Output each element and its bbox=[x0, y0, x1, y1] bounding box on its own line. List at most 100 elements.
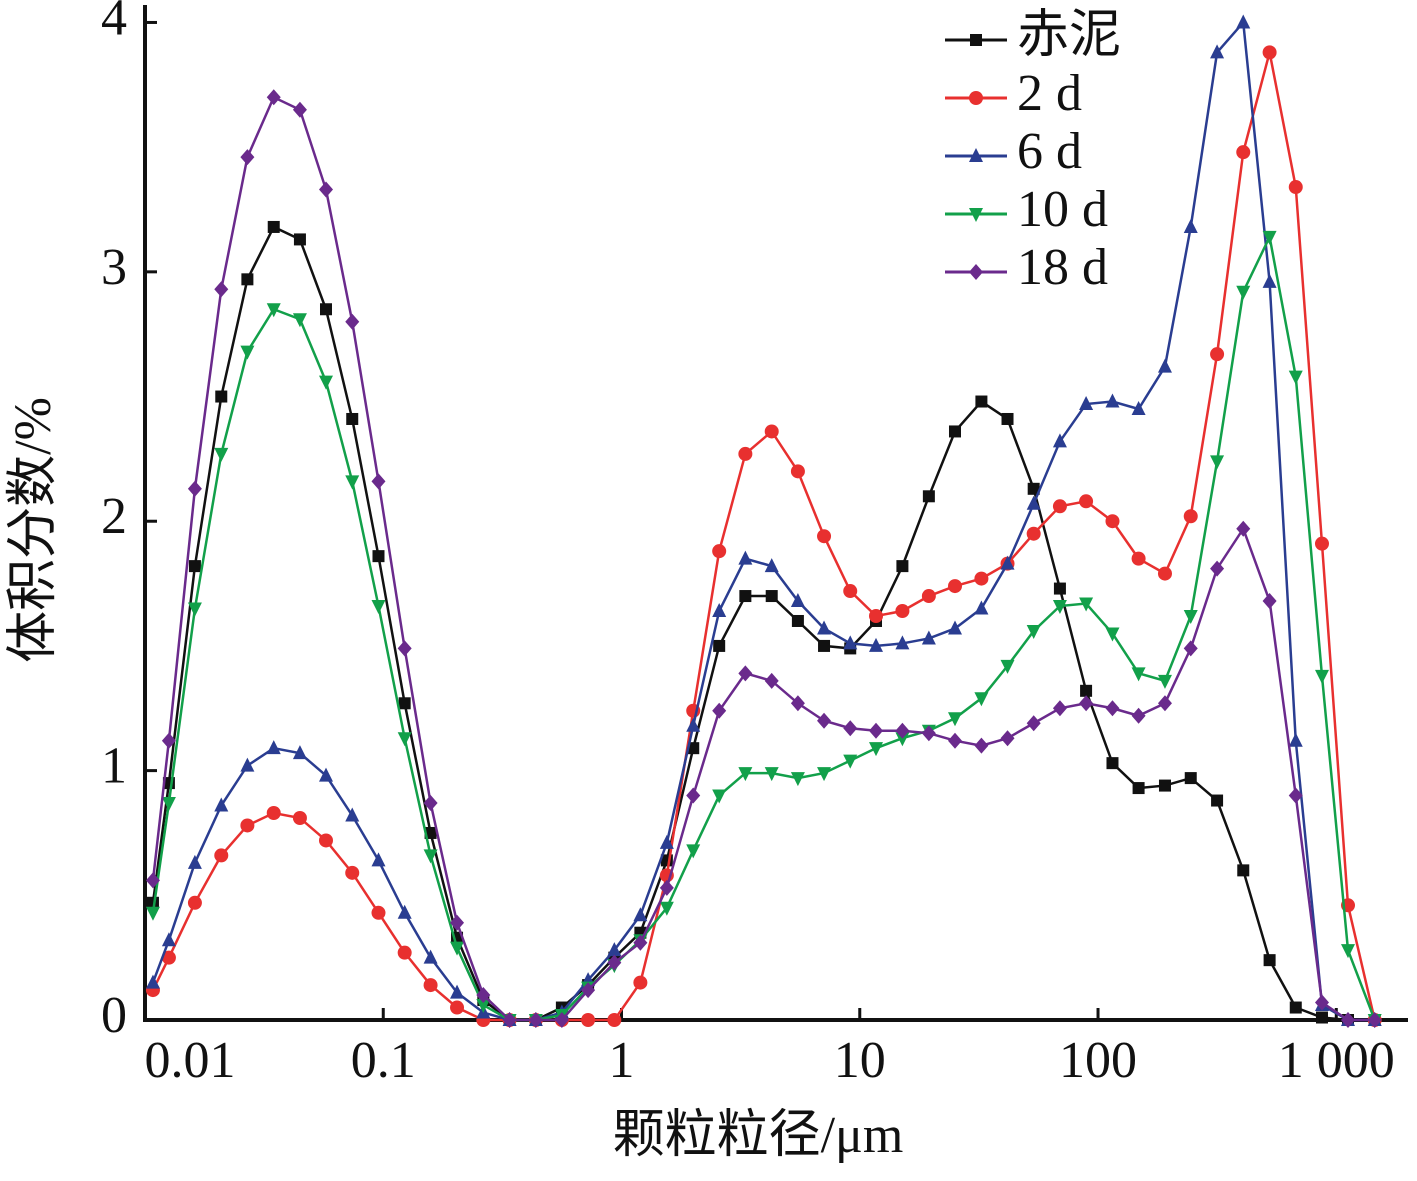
data-point bbox=[450, 984, 465, 999]
legend-marker bbox=[969, 148, 983, 162]
data-point bbox=[266, 89, 281, 106]
data-point bbox=[895, 604, 910, 619]
data-point bbox=[1026, 495, 1041, 510]
data-point bbox=[713, 639, 726, 652]
data-point bbox=[1183, 509, 1198, 524]
data-point bbox=[1131, 551, 1146, 566]
data-point bbox=[187, 602, 202, 617]
x-tick-label: 1 000 bbox=[1278, 1032, 1395, 1089]
data-point bbox=[1262, 230, 1277, 245]
data-point bbox=[214, 281, 229, 298]
data-point bbox=[1052, 499, 1067, 514]
x-tick-label: 1 bbox=[609, 1032, 635, 1089]
data-point bbox=[1210, 44, 1225, 59]
data-point bbox=[921, 589, 936, 604]
data-point bbox=[1158, 779, 1171, 792]
data-point bbox=[1236, 14, 1251, 29]
data-point bbox=[187, 895, 202, 910]
data-point bbox=[633, 934, 648, 951]
axes bbox=[143, 5, 1408, 1022]
data-point bbox=[1052, 433, 1067, 448]
data-point bbox=[1105, 393, 1120, 408]
data-point bbox=[1079, 695, 1094, 712]
data-point bbox=[423, 795, 438, 812]
data-point bbox=[423, 978, 438, 993]
data-point bbox=[1052, 600, 1067, 615]
data-point bbox=[423, 849, 438, 864]
data-point bbox=[450, 1000, 465, 1015]
data-point bbox=[318, 375, 333, 390]
data-point bbox=[1263, 954, 1276, 967]
data-point bbox=[397, 732, 412, 747]
data-point bbox=[1236, 145, 1251, 160]
data-point bbox=[790, 772, 805, 787]
data-point bbox=[1052, 700, 1067, 717]
legend-marker bbox=[969, 91, 983, 105]
data-point bbox=[1314, 536, 1329, 551]
data-point bbox=[187, 854, 202, 869]
data-point bbox=[686, 787, 701, 804]
data-point bbox=[1314, 994, 1329, 1011]
data-point bbox=[791, 614, 804, 627]
data-point bbox=[738, 665, 753, 682]
y-tick-label: 1 bbox=[101, 738, 127, 795]
series-line bbox=[151, 225, 1375, 1022]
data-point bbox=[581, 982, 596, 999]
data-point bbox=[319, 303, 332, 316]
data-point bbox=[345, 313, 360, 330]
series-line bbox=[151, 95, 1375, 1022]
data-point bbox=[1315, 1011, 1328, 1024]
data-point bbox=[738, 550, 753, 565]
y-tick-label: 3 bbox=[101, 239, 127, 296]
data-point bbox=[292, 313, 307, 328]
y-axis-title: 体积分数/% bbox=[5, 397, 62, 663]
data-point bbox=[1000, 730, 1015, 747]
data-point bbox=[502, 1012, 517, 1028]
data-point bbox=[843, 754, 858, 769]
data-point bbox=[659, 834, 674, 849]
data-point bbox=[450, 941, 465, 956]
data-point bbox=[922, 490, 935, 503]
data-point bbox=[686, 844, 701, 859]
data-point bbox=[345, 807, 360, 822]
data-point bbox=[397, 945, 412, 960]
data-point bbox=[921, 630, 936, 645]
legend-label: 18 d bbox=[1017, 239, 1108, 296]
data-point bbox=[214, 447, 229, 462]
data-point bbox=[817, 712, 832, 729]
data-point bbox=[947, 712, 962, 727]
data-point bbox=[214, 797, 229, 812]
data-point bbox=[712, 789, 727, 804]
data-point bbox=[1001, 412, 1014, 425]
data-point bbox=[687, 742, 700, 755]
data-point bbox=[266, 740, 281, 755]
data-point bbox=[738, 446, 753, 461]
data-point bbox=[1079, 494, 1094, 509]
data-point bbox=[161, 932, 176, 947]
y-tick-label: 4 bbox=[101, 0, 127, 46]
series-line bbox=[151, 52, 1376, 1022]
data-point bbox=[476, 999, 491, 1014]
data-point bbox=[843, 720, 858, 737]
data-point bbox=[712, 544, 727, 559]
data-point bbox=[790, 593, 805, 608]
data-point bbox=[1236, 520, 1251, 537]
data-point bbox=[1157, 695, 1172, 712]
data-point bbox=[895, 732, 910, 747]
data-point bbox=[371, 905, 386, 920]
data-point bbox=[240, 818, 255, 833]
data-point bbox=[974, 571, 989, 586]
x-tick-label: 0.01 bbox=[145, 1032, 236, 1089]
data-point bbox=[528, 1012, 543, 1028]
legend-label: 2 d bbox=[1017, 65, 1082, 122]
data-point bbox=[843, 584, 858, 599]
data-point bbox=[817, 620, 832, 635]
data-point bbox=[790, 464, 805, 479]
legend-label: 赤泥 bbox=[1017, 7, 1121, 64]
data-point bbox=[1288, 180, 1303, 195]
data-point bbox=[1367, 1012, 1382, 1028]
data-point bbox=[947, 732, 962, 749]
data-point bbox=[869, 608, 884, 623]
data-point bbox=[240, 149, 255, 166]
data-point bbox=[1157, 358, 1172, 373]
